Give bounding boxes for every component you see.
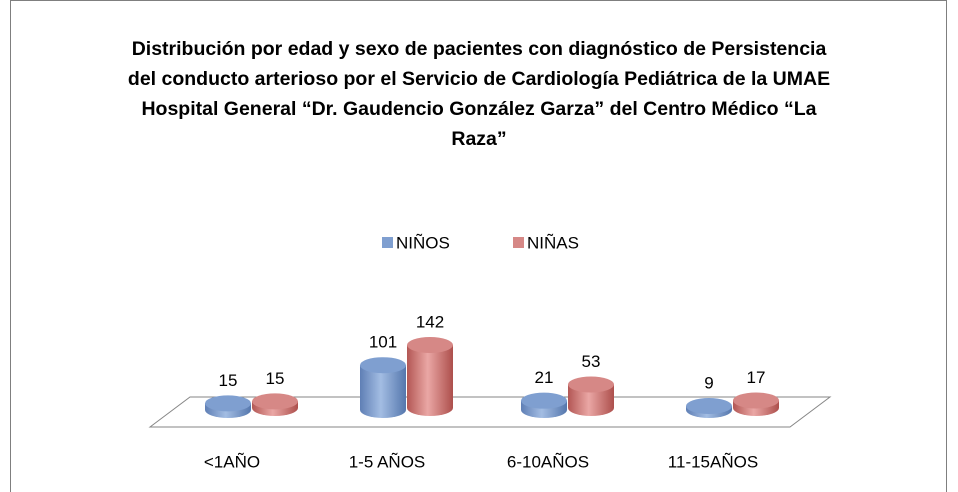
cylinder-top [252, 393, 298, 410]
cylinder-top [407, 337, 453, 353]
x-tick-label: 6-10AÑOS [507, 452, 589, 471]
value-label: 142 [416, 312, 444, 331]
x-tick-label: <1AÑO [204, 452, 260, 471]
floor [148, 396, 832, 428]
cylinder-top [733, 392, 779, 409]
cylinder [407, 345, 453, 416]
value-label: 15 [219, 371, 238, 390]
cylinder-top [686, 398, 732, 415]
x-tick-label: 11-15AÑOS [668, 452, 758, 471]
chart-title: Distribución por edad y sexo de paciente… [127, 38, 831, 150]
cylinder-top [568, 376, 614, 393]
cylinder [568, 384, 614, 416]
value-label: 21 [535, 368, 554, 387]
legend-label: NIÑAS [527, 233, 579, 252]
value-label: 53 [582, 352, 601, 371]
legend-label: NIÑOS [396, 233, 450, 252]
cylinder-top [205, 395, 251, 412]
legend-swatch [382, 237, 393, 248]
cylinder-top [521, 392, 567, 409]
value-label: 15 [266, 369, 285, 388]
x-tick-label: 1-5 AÑOS [349, 452, 426, 471]
cylinder [360, 365, 406, 418]
value-label: 101 [369, 333, 397, 352]
value-label: 17 [747, 368, 766, 387]
chart-frame [10, 0, 947, 492]
legend-swatch [513, 237, 524, 248]
value-label: 9 [704, 373, 713, 392]
cylinder-top [360, 357, 406, 374]
